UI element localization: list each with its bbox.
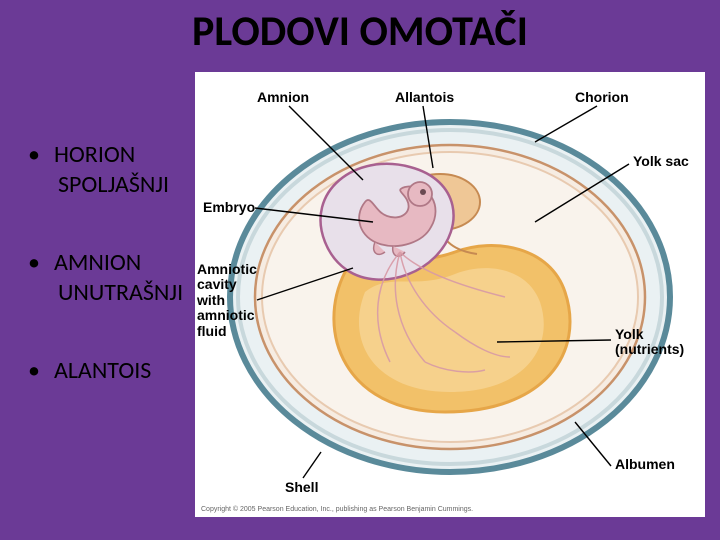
bullet-subtext: UNUTRAŠNJI [58,278,183,308]
bullet-dot-icon: • [28,248,40,278]
page-title: PLODOVI OMOTAČI [0,6,720,57]
label-yolk-sac: Yolk sac [633,154,689,169]
bullet-dot-icon: • [28,356,40,386]
label-shell: Shell [285,480,318,495]
label-chorion: Chorion [575,90,629,105]
label-amniotic-cavity: Amniotic cavity with amniotic fluid [197,262,257,339]
bullet-subtext: SPOLJAŠNJI [58,170,183,200]
label-albumen: Albumen [615,457,675,472]
copyright-text: Copyright © 2005 Pearson Education, Inc.… [201,506,473,513]
bullet-text: AMNION [54,248,141,278]
label-embryo: Embryo [203,200,255,215]
bullet-list: • HORION SPOLJAŠNJI • AMNION UNUTRAŠNJI … [28,140,183,434]
label-allantois: Allantois [395,90,454,105]
label-amnion: Amnion [257,90,309,105]
label-yolk: Yolk (nutrients) [615,327,684,358]
bullet-item: • HORION SPOLJAŠNJI [28,140,183,200]
diagram-panel: Amnion Allantois Chorion Embryo Amniotic… [195,72,705,517]
bullet-text: ALANTOIS [54,356,151,386]
bullet-item: • ALANTOIS [28,356,183,386]
egg-diagram-svg [195,72,705,517]
bullet-item: • AMNION UNUTRAŠNJI [28,248,183,308]
bullet-text: HORION [54,140,135,170]
bullet-dot-icon: • [28,140,40,170]
